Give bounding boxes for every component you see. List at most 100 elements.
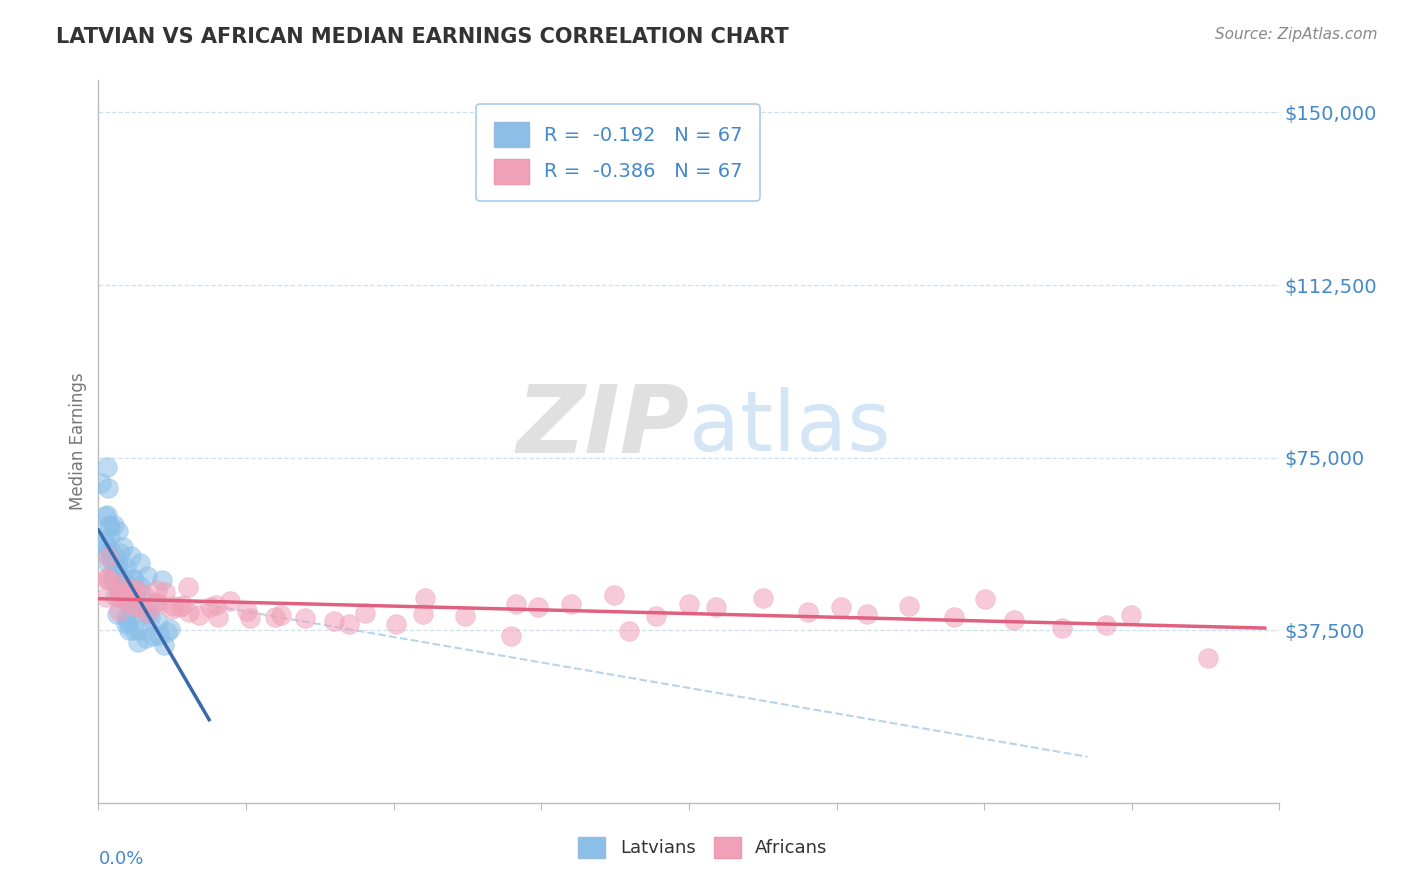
Point — [100, 545, 122, 559]
Point — [121, 573, 143, 587]
Text: LATVIAN VS AFRICAN MEDIAN EARNINGS CORRELATION CHART: LATVIAN VS AFRICAN MEDIAN EARNINGS CORRE… — [56, 27, 789, 46]
Point — [108, 604, 131, 618]
Point — [136, 607, 159, 621]
Point — [115, 578, 138, 592]
Point — [384, 617, 406, 632]
Point — [111, 578, 134, 592]
Text: ZIP: ZIP — [516, 381, 689, 473]
Point — [139, 611, 162, 625]
Point — [94, 536, 117, 550]
Point — [121, 588, 143, 602]
Point — [1119, 608, 1142, 623]
Point — [97, 481, 120, 495]
Point — [152, 638, 174, 652]
Point — [603, 588, 626, 602]
Point — [96, 571, 118, 585]
Point — [560, 597, 582, 611]
Point — [619, 624, 641, 639]
Point — [94, 508, 117, 523]
Point — [205, 598, 228, 612]
Point — [146, 615, 169, 629]
Point — [704, 599, 727, 614]
Point — [135, 631, 157, 645]
Point — [98, 518, 121, 533]
Point — [128, 579, 150, 593]
Point — [155, 585, 177, 599]
Point — [897, 599, 920, 613]
Point — [527, 599, 550, 614]
Text: atlas: atlas — [689, 386, 890, 467]
Point — [94, 572, 117, 586]
Point — [177, 605, 200, 619]
Point — [112, 591, 135, 605]
Legend: Latvians, Africans: Latvians, Africans — [571, 830, 835, 865]
Point — [124, 599, 146, 613]
Y-axis label: Median Earnings: Median Earnings — [69, 373, 87, 510]
Point — [353, 606, 375, 620]
Point — [136, 569, 159, 583]
Point — [187, 607, 209, 622]
Point — [120, 549, 142, 563]
Point — [1052, 621, 1074, 635]
Point — [128, 600, 150, 615]
Text: Source: ZipAtlas.com: Source: ZipAtlas.com — [1215, 27, 1378, 42]
Point — [97, 557, 120, 571]
Point — [856, 607, 879, 621]
Point — [797, 605, 820, 619]
Point — [830, 600, 852, 615]
Point — [499, 629, 522, 643]
Point — [103, 562, 125, 576]
Text: 0.0%: 0.0% — [98, 850, 143, 868]
Point — [121, 582, 143, 596]
Point — [125, 595, 148, 609]
Point — [94, 591, 117, 605]
Point — [96, 460, 118, 475]
Point — [176, 580, 198, 594]
Point — [114, 594, 136, 608]
Point — [142, 596, 165, 610]
Point — [160, 602, 183, 616]
Point — [235, 604, 257, 618]
Point — [98, 519, 121, 533]
Point — [142, 629, 165, 643]
Point — [146, 597, 169, 611]
Point — [110, 546, 132, 560]
Point — [124, 591, 146, 606]
Point — [1197, 650, 1219, 665]
Point — [218, 593, 240, 607]
Point — [145, 583, 167, 598]
Point — [645, 608, 668, 623]
Point — [104, 569, 127, 583]
Point — [1095, 617, 1118, 632]
Point — [148, 628, 170, 642]
Point — [108, 574, 131, 589]
Point — [97, 549, 120, 564]
Point — [239, 611, 262, 625]
Point — [678, 597, 700, 611]
Point — [128, 587, 150, 601]
Legend: R =  -0.192   N = 67, R =  -0.386   N = 67: R = -0.192 N = 67, R = -0.386 N = 67 — [477, 104, 761, 201]
Point — [172, 598, 194, 612]
Point — [105, 562, 128, 576]
Point — [156, 624, 179, 639]
Point — [110, 576, 132, 591]
Point — [150, 574, 173, 588]
Point — [169, 600, 191, 615]
Point — [136, 605, 159, 619]
Point — [112, 567, 135, 582]
Point — [96, 508, 118, 522]
Point — [97, 547, 120, 561]
Point — [101, 552, 124, 566]
Point — [124, 573, 146, 587]
Point — [98, 530, 121, 544]
Point — [114, 617, 136, 632]
Point — [145, 595, 167, 609]
Point — [101, 570, 124, 584]
Point — [104, 589, 127, 603]
Point — [117, 615, 139, 629]
Point — [115, 610, 138, 624]
Point — [162, 599, 184, 613]
Point — [118, 624, 141, 638]
Point — [198, 600, 221, 615]
Point — [107, 584, 129, 599]
